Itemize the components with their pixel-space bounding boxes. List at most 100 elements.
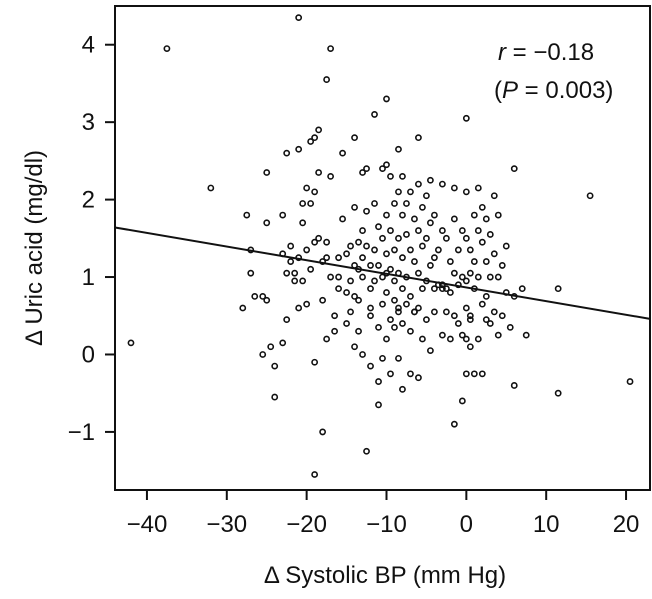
data-point xyxy=(395,145,402,153)
data-point xyxy=(343,320,350,327)
data-point xyxy=(375,223,382,231)
data-point xyxy=(323,76,331,83)
data-point xyxy=(502,242,510,250)
data-point xyxy=(427,176,434,184)
data-point xyxy=(271,362,279,370)
data-point xyxy=(163,45,171,52)
data-point xyxy=(586,192,594,200)
data-point xyxy=(279,211,287,219)
data-point xyxy=(355,265,362,273)
data-point xyxy=(462,370,470,378)
data-point xyxy=(415,227,422,234)
data-point xyxy=(399,385,406,393)
data-point xyxy=(478,300,486,308)
y-tick-label: 4 xyxy=(82,32,95,59)
data-point xyxy=(498,312,506,320)
x-axis-label: Δ Systolic BP (mm Hg) xyxy=(264,562,506,589)
data-point xyxy=(510,292,518,300)
data-point xyxy=(486,273,494,281)
data-point xyxy=(351,203,358,211)
data-point xyxy=(442,308,450,316)
data-point xyxy=(450,312,458,320)
data-point xyxy=(263,296,271,304)
data-point xyxy=(462,277,470,285)
data-point xyxy=(251,292,259,300)
data-point xyxy=(243,211,251,219)
data-point xyxy=(339,149,346,157)
data-point xyxy=(415,134,422,142)
data-point xyxy=(454,281,462,289)
data-point xyxy=(510,382,518,389)
y-tick-label: −1 xyxy=(68,419,95,446)
data-point xyxy=(367,362,374,370)
data-point xyxy=(295,254,303,262)
data-point xyxy=(470,370,478,378)
data-point xyxy=(458,397,466,405)
data-point xyxy=(335,254,342,262)
data-point xyxy=(446,258,454,265)
data-point xyxy=(263,169,271,176)
data-point xyxy=(446,335,454,343)
data-point xyxy=(383,269,390,277)
data-point xyxy=(283,149,291,157)
data-point xyxy=(291,269,299,277)
data-point xyxy=(351,343,358,351)
data-point xyxy=(371,277,378,285)
data-point xyxy=(311,188,319,196)
data-point xyxy=(427,219,434,227)
data-point xyxy=(363,165,370,173)
data-point xyxy=(311,238,319,246)
data-point xyxy=(323,238,331,246)
data-point xyxy=(259,292,267,300)
data-point xyxy=(486,231,494,238)
data-point xyxy=(375,378,382,385)
data-point xyxy=(419,203,426,211)
data-point xyxy=(466,269,474,277)
data-point xyxy=(482,215,490,223)
data-point xyxy=(127,339,135,347)
data-point xyxy=(379,165,386,173)
data-point xyxy=(427,347,434,355)
data-point xyxy=(518,285,526,293)
data-point xyxy=(387,265,394,273)
data-point xyxy=(319,258,327,265)
y-axis-label: Δ Uric acid (mg/dl) xyxy=(21,150,48,346)
data-point xyxy=(307,265,315,273)
correlation-annotation: r = −0.18 xyxy=(498,39,594,66)
data-point xyxy=(454,246,462,254)
data-point xyxy=(363,447,370,455)
data-point xyxy=(478,370,486,378)
data-point xyxy=(379,354,386,362)
data-point xyxy=(387,172,394,180)
data-point xyxy=(355,327,362,335)
data-point xyxy=(303,184,311,192)
data-point xyxy=(486,320,494,327)
data-point xyxy=(438,281,446,289)
data-point xyxy=(387,227,394,234)
data-point xyxy=(283,269,291,277)
data-point xyxy=(307,138,315,145)
data-point xyxy=(383,161,390,169)
data-point xyxy=(399,254,406,262)
data-point xyxy=(462,304,470,312)
data-points xyxy=(127,14,634,478)
data-point xyxy=(311,471,319,478)
data-point xyxy=(423,316,430,324)
data-point xyxy=(383,250,390,258)
data-point xyxy=(295,145,303,153)
data-point xyxy=(375,401,382,409)
data-point xyxy=(383,95,390,103)
x-tick-label: 20 xyxy=(613,511,640,538)
data-point xyxy=(303,300,311,308)
data-point xyxy=(434,281,442,289)
data-point xyxy=(331,312,338,320)
x-tick-label: 0 xyxy=(460,511,473,538)
x-tick-label: −10 xyxy=(366,511,407,538)
data-point xyxy=(554,389,562,397)
data-point xyxy=(363,207,370,215)
data-point xyxy=(303,246,311,254)
data-point xyxy=(347,308,354,316)
data-point xyxy=(403,200,410,207)
data-point xyxy=(339,215,346,223)
